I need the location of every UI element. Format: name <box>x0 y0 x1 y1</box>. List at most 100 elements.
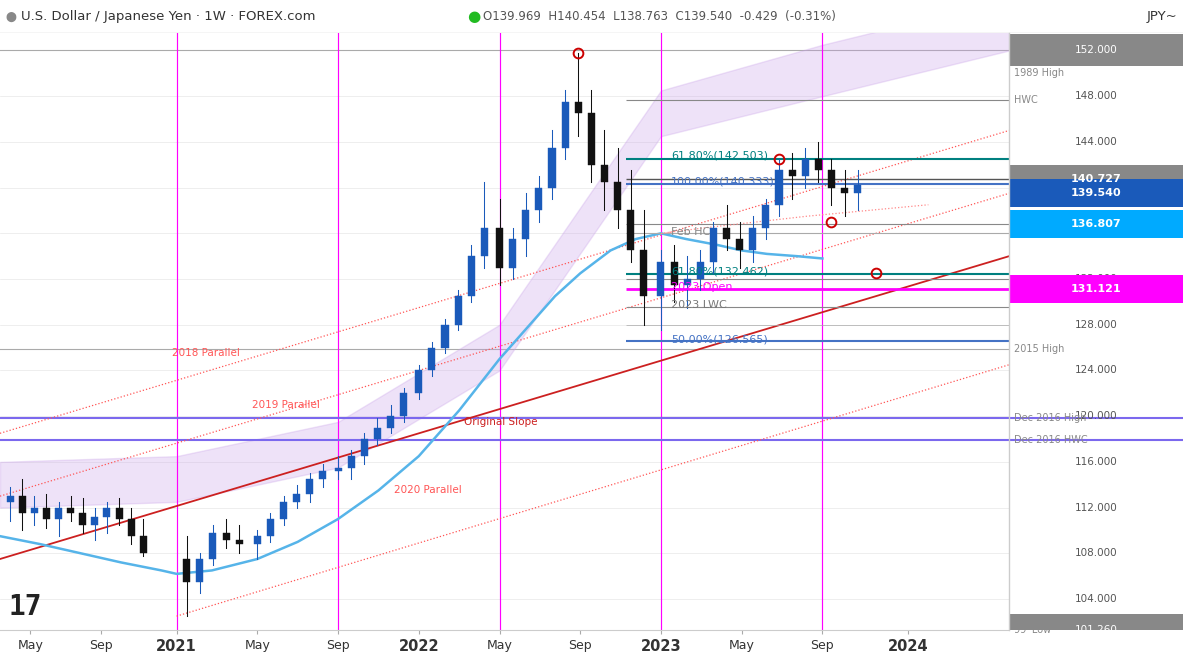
Bar <box>116 508 123 519</box>
Bar <box>374 428 381 439</box>
Text: 104.000: 104.000 <box>1074 594 1118 604</box>
Text: Dec 2016 High: Dec 2016 High <box>1014 413 1087 423</box>
Text: 112.000: 112.000 <box>1074 503 1118 512</box>
Bar <box>776 171 783 205</box>
Bar <box>762 205 769 227</box>
Bar <box>335 468 342 471</box>
Bar <box>575 102 582 113</box>
Bar <box>658 262 665 296</box>
Text: Original Slope: Original Slope <box>464 417 538 427</box>
Text: 50.00%(126.565): 50.00%(126.565) <box>671 335 768 345</box>
Bar <box>319 471 327 479</box>
Text: JPY~: JPY~ <box>1146 10 1177 23</box>
Bar <box>671 262 678 285</box>
Text: 2018 Parallel: 2018 Parallel <box>172 348 239 358</box>
Bar <box>254 536 261 544</box>
Bar <box>306 479 313 494</box>
Bar <box>400 394 407 416</box>
Bar <box>196 559 203 582</box>
Bar <box>293 494 300 502</box>
Text: U.S. Dollar / Japanese Yen · 1W · FOREX.com: U.S. Dollar / Japanese Yen · 1W · FOREX.… <box>21 10 316 23</box>
Bar <box>348 456 355 468</box>
Text: HWC: HWC <box>1014 95 1037 105</box>
Text: ●: ● <box>467 9 480 24</box>
Bar <box>480 227 487 256</box>
Bar <box>235 540 243 544</box>
Bar <box>183 559 190 582</box>
Bar <box>7 496 14 502</box>
Text: 108.000: 108.000 <box>1074 548 1118 558</box>
Bar <box>841 187 848 193</box>
Bar <box>31 508 38 514</box>
Text: 128.000: 128.000 <box>1074 319 1118 329</box>
Text: 116.000: 116.000 <box>1074 457 1118 467</box>
Bar <box>1009 275 1183 303</box>
Text: 132.000: 132.000 <box>1074 274 1118 284</box>
Text: 136.807: 136.807 <box>1071 219 1121 229</box>
Bar <box>815 159 822 171</box>
Text: 124.000: 124.000 <box>1074 366 1118 376</box>
Text: 17: 17 <box>8 593 41 621</box>
Bar <box>222 533 230 540</box>
Text: 144.000: 144.000 <box>1074 137 1118 147</box>
Bar <box>614 182 621 211</box>
Bar <box>562 102 569 147</box>
Bar <box>1009 614 1183 646</box>
Bar <box>509 239 516 267</box>
Text: 2023 LWC: 2023 LWC <box>671 300 726 310</box>
Bar <box>1009 35 1183 67</box>
Bar <box>536 187 542 211</box>
Bar <box>640 251 647 296</box>
Bar <box>749 227 756 251</box>
Bar <box>467 256 474 296</box>
Bar <box>43 508 50 519</box>
Bar <box>428 348 435 370</box>
Text: 2020 Parallel: 2020 Parallel <box>394 486 461 496</box>
Bar <box>415 370 422 394</box>
Text: Feb HC: Feb HC <box>671 227 710 237</box>
Text: 2023 Open: 2023 Open <box>671 282 732 292</box>
Bar <box>802 159 809 176</box>
Text: 120.000: 120.000 <box>1074 411 1118 421</box>
Text: 100.00%(140.333): 100.00%(140.333) <box>671 176 775 186</box>
Bar <box>209 533 216 559</box>
Bar <box>1009 179 1183 207</box>
Bar <box>828 171 835 187</box>
Bar <box>684 279 691 285</box>
Text: ⬤: ⬤ <box>6 11 17 22</box>
Bar <box>267 519 274 536</box>
Bar <box>496 227 503 267</box>
Bar <box>588 113 595 165</box>
Bar <box>280 502 287 519</box>
Bar <box>91 517 98 525</box>
Text: Dec 2016 HWC: Dec 2016 HWC <box>1014 435 1088 445</box>
Text: O139.969  H140.454  L138.763  C139.540  -0.429  (-0.31%): O139.969 H140.454 L138.763 C139.540 -0.4… <box>483 10 835 23</box>
Text: 61.80%(142.503): 61.80%(142.503) <box>671 151 768 161</box>
Text: 139.540: 139.540 <box>1071 188 1121 198</box>
Bar <box>387 416 394 428</box>
Bar <box>789 171 796 176</box>
Text: 140.000: 140.000 <box>1074 183 1118 193</box>
Bar <box>723 227 730 239</box>
Bar <box>140 536 147 554</box>
Text: 152.000: 152.000 <box>1074 45 1118 55</box>
Text: 131.121: 131.121 <box>1071 284 1121 294</box>
Bar <box>19 496 26 514</box>
Bar <box>854 185 861 193</box>
Text: 61.80%(132.462): 61.80%(132.462) <box>671 266 768 276</box>
Bar <box>361 439 368 456</box>
Bar <box>54 508 62 519</box>
Text: 1986 Low: 1986 Low <box>1014 45 1061 55</box>
Bar <box>103 508 110 517</box>
Text: 148.000: 148.000 <box>1074 91 1118 101</box>
Bar <box>697 262 704 279</box>
Bar <box>710 227 717 262</box>
Text: 99' Low: 99' Low <box>1014 626 1052 635</box>
Bar <box>627 211 634 251</box>
Bar <box>67 508 75 514</box>
Bar <box>128 519 135 536</box>
Text: 2019 Parallel: 2019 Parallel <box>252 400 321 410</box>
Text: 136.000: 136.000 <box>1074 228 1118 238</box>
Bar <box>1009 210 1183 238</box>
Bar <box>79 514 86 525</box>
